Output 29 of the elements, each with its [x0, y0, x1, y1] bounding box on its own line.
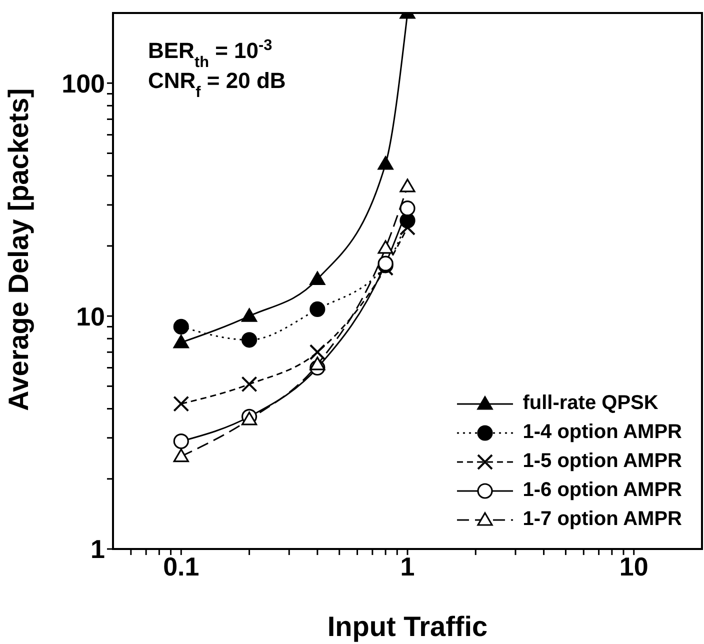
point	[173, 396, 190, 412]
point	[241, 332, 258, 348]
point	[310, 271, 326, 285]
legend-label: 1-4 option AMPR	[522, 421, 682, 444]
legend-label: 1-5 option AMPR	[522, 450, 682, 473]
y-tick-label: 100	[62, 68, 105, 98]
point	[378, 156, 394, 170]
point	[310, 356, 326, 370]
point	[241, 412, 258, 426]
annotation: BER$_{th}$ = 10$^{-3}$	[148, 36, 272, 70]
x-axis-title: Input Traffic	[327, 611, 488, 642]
legend-label: 1-7 option AMPR	[522, 508, 682, 531]
x-tick-label: 10	[619, 551, 648, 582]
point	[173, 448, 189, 462]
point	[378, 240, 394, 254]
point	[173, 334, 189, 348]
point	[309, 344, 326, 360]
legend-label: 1-6 option AMPR	[522, 479, 682, 502]
point	[241, 376, 258, 392]
x-tick-label: 0.1	[163, 551, 200, 582]
point	[173, 433, 189, 450]
point	[173, 318, 189, 335]
point	[310, 301, 326, 318]
annotation: CNR$_{f}$ = 20 dB	[148, 68, 286, 100]
y-axis-title: Average Delay [packets]	[2, 88, 34, 411]
y-tick-label: 10	[76, 301, 105, 332]
point	[241, 308, 258, 322]
legend-label: full-rate QPSK	[522, 392, 658, 415]
x-tick-label: 1	[400, 551, 415, 582]
